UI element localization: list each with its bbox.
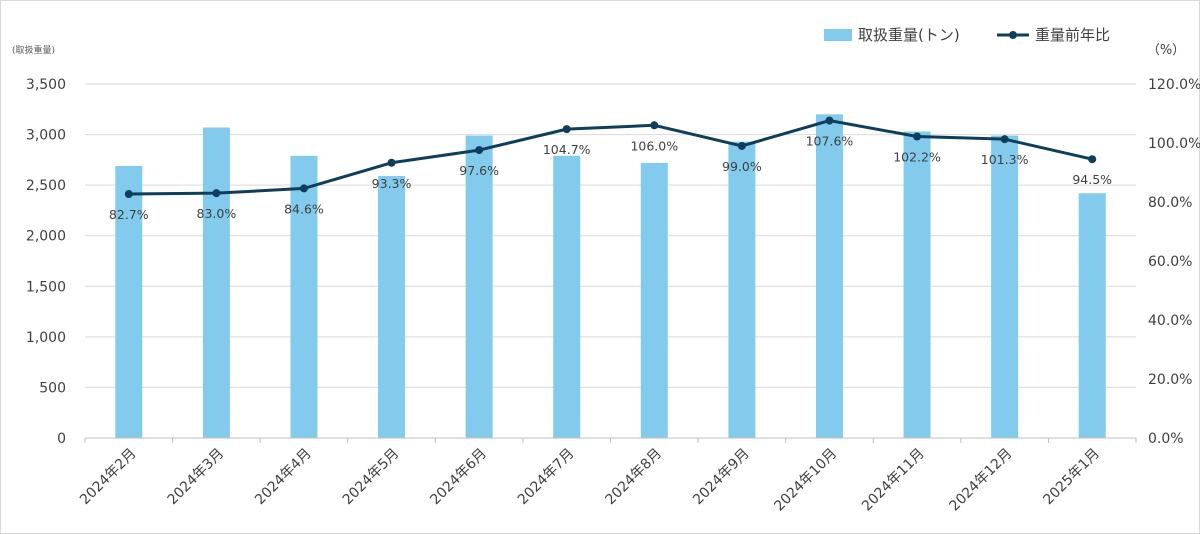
category-label: 2024年6月 <box>427 446 490 509</box>
right-tick-label: 20.0% <box>1148 372 1192 388</box>
bar-6 <box>553 155 581 438</box>
left-tick-label: 3,500 <box>26 77 66 93</box>
left-tick-label: 1,000 <box>26 330 66 346</box>
line-point-2 <box>212 189 221 198</box>
line-point-10 <box>913 132 922 141</box>
right-tick-label: 100.0% <box>1148 136 1200 152</box>
line-data-label: 99.0% <box>722 159 762 174</box>
left-tick-label: 500 <box>39 380 66 396</box>
line-data-label: 84.6% <box>284 201 324 216</box>
line-data-label: 104.7% <box>543 142 591 157</box>
left-axis-unit: (取扱重量) <box>12 44 55 56</box>
line-point-7 <box>650 121 659 130</box>
legend: 取扱重量(トン) 重量前年比 <box>824 26 1110 44</box>
left-tick-label: 1,500 <box>26 279 66 295</box>
bar-3 <box>290 155 318 438</box>
line-data-label: 102.2% <box>893 150 941 165</box>
bar-series <box>115 114 1106 439</box>
bar-2 <box>202 127 230 439</box>
line-series <box>124 116 1097 199</box>
bar-5 <box>465 135 493 438</box>
category-label: 2024年10月 <box>771 446 840 515</box>
left-tick-label: 2,000 <box>26 229 66 245</box>
category-label: 2024年5月 <box>340 446 403 509</box>
line-point-5 <box>475 146 484 155</box>
category-label: 2024年3月 <box>165 446 228 509</box>
line-data-label: 82.7% <box>109 207 149 222</box>
bar-12 <box>1078 193 1106 438</box>
category-label: 2024年4月 <box>252 446 315 509</box>
right-tick-label: 0.0% <box>1148 431 1184 447</box>
legend-bar-label: 取扱重量(トン) <box>858 26 960 44</box>
category-label: 2025年1月 <box>1040 446 1103 509</box>
line-point-12 <box>1088 155 1097 164</box>
data-labels: 82.7% 83.0% 84.6% 93.3% 97.6% 104.7% 106.0% 99.… <box>109 134 1112 222</box>
line-point-6 <box>562 125 571 134</box>
right-axis-unit: （%） <box>1147 43 1185 58</box>
line-data-label: 106.0% <box>630 138 678 153</box>
line-point-1 <box>124 190 133 199</box>
right-tick-label: 40.0% <box>1148 313 1192 329</box>
line-data-label: 107.6% <box>806 134 854 149</box>
bar-7 <box>640 162 668 439</box>
line-point-4 <box>387 158 396 167</box>
left-tick-label: 3,000 <box>26 128 66 144</box>
right-tick-label: 60.0% <box>1148 254 1192 270</box>
bar-8 <box>728 141 756 438</box>
gridlines <box>85 83 1136 388</box>
line-data-label: 97.6% <box>459 163 499 178</box>
bar-10 <box>903 131 931 438</box>
category-label: 2024年11月 <box>859 446 928 515</box>
right-tick-label: 80.0% <box>1148 195 1192 211</box>
line-point-9 <box>825 116 834 125</box>
legend-line-marker <box>1009 31 1017 39</box>
legend-line-label: 重量前年比 <box>1035 26 1110 44</box>
category-label: 2024年12月 <box>947 446 1016 515</box>
bar-11 <box>991 135 1019 438</box>
bar-1 <box>115 165 143 438</box>
category-label: 2024年2月 <box>77 446 140 509</box>
category-label: 2024年8月 <box>603 446 666 509</box>
line-data-label: 94.5% <box>1072 172 1112 187</box>
legend-bar-swatch <box>824 29 852 41</box>
line-point-3 <box>299 184 308 193</box>
category-label: 2024年9月 <box>690 446 753 509</box>
bar-4 <box>378 176 406 439</box>
left-tick-label: 0 <box>57 431 66 447</box>
line-data-label: 83.0% <box>197 206 237 221</box>
left-tick-label: 2,500 <box>26 178 66 194</box>
line-data-label: 93.3% <box>372 176 412 191</box>
right-tick-label: 120.0% <box>1148 77 1200 93</box>
bar-9 <box>815 114 843 438</box>
line-path <box>128 119 1093 196</box>
line-point-11 <box>1000 135 1009 144</box>
line-data-label: 101.3% <box>981 152 1029 167</box>
line-point-8 <box>737 141 746 150</box>
category-label: 2024年7月 <box>515 446 578 509</box>
